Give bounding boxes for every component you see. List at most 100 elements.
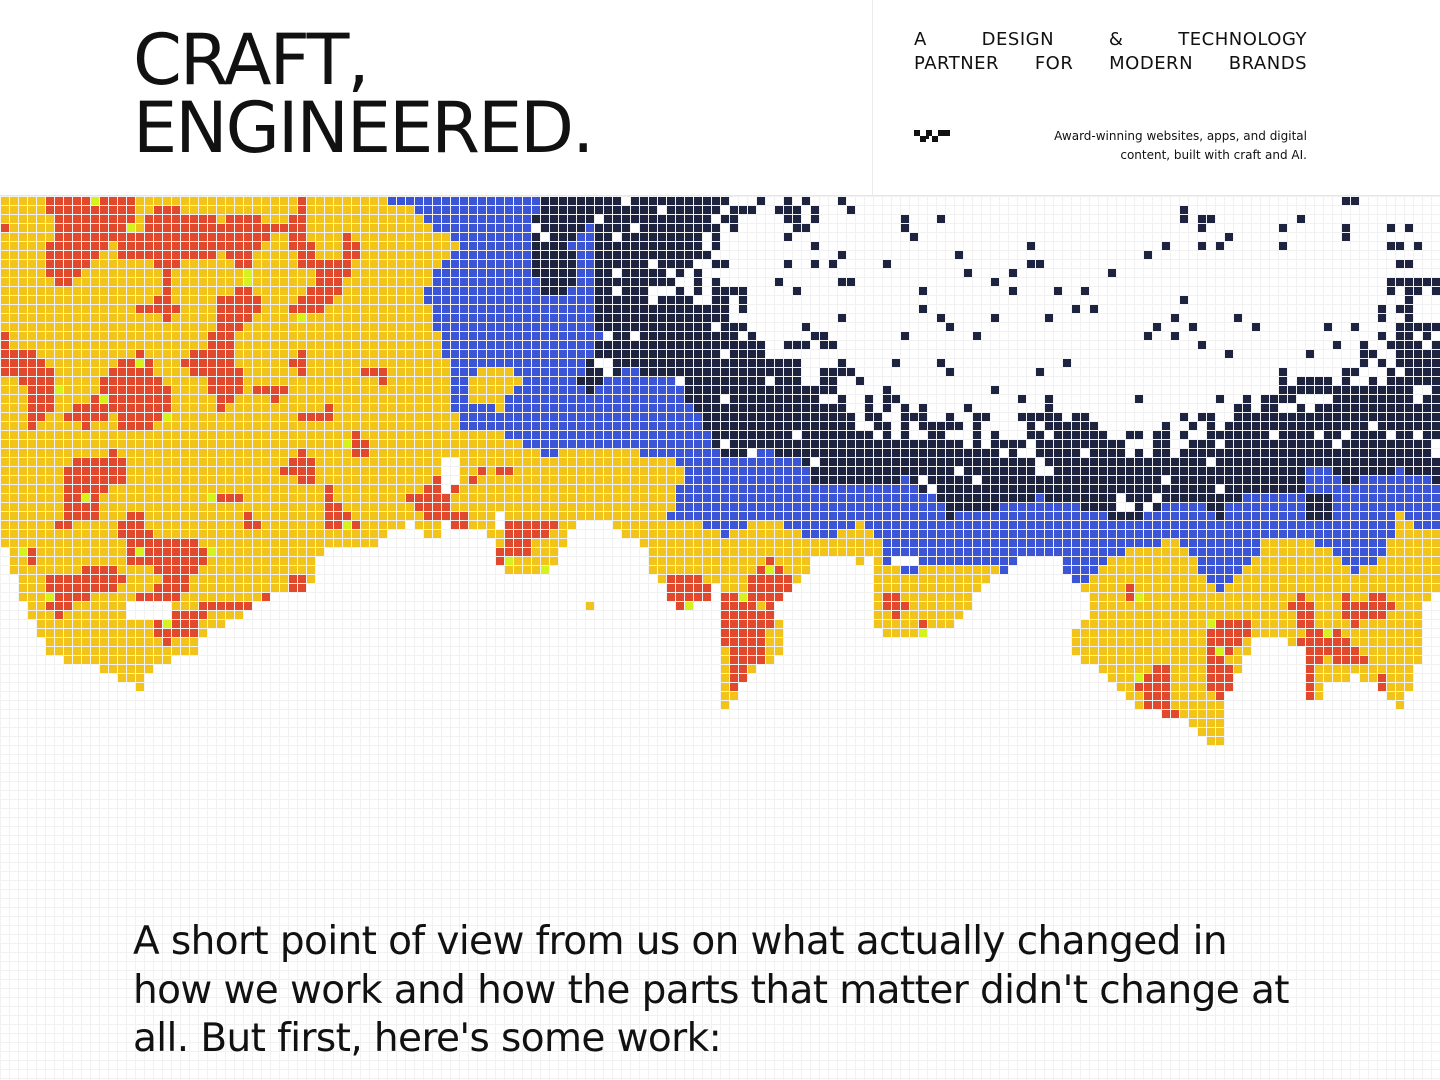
pixel <box>1405 395 1413 403</box>
pixel <box>298 440 306 448</box>
pixel <box>1351 458 1359 466</box>
pixel <box>289 278 297 286</box>
pixel <box>550 494 558 502</box>
pixel <box>1045 494 1053 502</box>
pixel <box>172 323 180 331</box>
pixel <box>316 332 324 340</box>
pixel <box>1396 503 1404 511</box>
pixel <box>460 521 468 529</box>
pixel <box>28 440 36 448</box>
pixel <box>1387 278 1395 286</box>
pixel <box>1432 530 1440 538</box>
pixel <box>1324 440 1332 448</box>
pixel <box>136 287 144 295</box>
pixel <box>1432 413 1440 421</box>
pixel <box>460 494 468 502</box>
pixel <box>289 359 297 367</box>
pixel <box>46 503 54 511</box>
pixel <box>1351 386 1359 394</box>
pixel <box>442 449 450 457</box>
pixel <box>1324 413 1332 421</box>
pixel <box>577 341 585 349</box>
pixel <box>667 332 675 340</box>
pixel <box>1243 575 1251 583</box>
pixel <box>532 503 540 511</box>
pixel <box>946 530 954 538</box>
pixel <box>55 458 63 466</box>
pixel <box>1198 467 1206 475</box>
pixel <box>10 332 18 340</box>
pixel <box>1135 566 1143 574</box>
pixel <box>1324 431 1332 439</box>
pixel <box>397 467 405 475</box>
pixel <box>271 467 279 475</box>
pixel <box>550 377 558 385</box>
pixel <box>289 503 297 511</box>
pixel <box>1324 512 1332 520</box>
pixel <box>955 476 963 484</box>
pixel <box>334 296 342 304</box>
pixel <box>55 548 63 556</box>
pixel <box>1 269 9 277</box>
pixel <box>1153 476 1161 484</box>
pixel <box>865 431 873 439</box>
pixel <box>658 494 666 502</box>
pixel <box>1243 458 1251 466</box>
pixel <box>550 386 558 394</box>
pixel <box>577 332 585 340</box>
pixel <box>622 224 630 232</box>
pixel <box>370 458 378 466</box>
pixel <box>829 521 837 529</box>
pixel <box>550 278 558 286</box>
pixel <box>1288 503 1296 511</box>
pixel <box>1387 395 1395 403</box>
pixel <box>271 215 279 223</box>
pixel <box>505 305 513 313</box>
pixel <box>145 332 153 340</box>
pixel <box>208 224 216 232</box>
pixel <box>460 395 468 403</box>
pixel <box>370 341 378 349</box>
pixel <box>667 368 675 376</box>
pixel <box>181 467 189 475</box>
pixel <box>604 296 612 304</box>
pixel <box>865 521 873 529</box>
pixel <box>100 197 108 205</box>
pixel <box>874 467 882 475</box>
pixel <box>1369 440 1377 448</box>
pixel <box>757 404 765 412</box>
pixel <box>1333 494 1341 502</box>
pixel <box>1252 431 1260 439</box>
pixel <box>1252 521 1260 529</box>
pixel <box>1315 404 1323 412</box>
pixel <box>541 422 549 430</box>
pixel <box>784 422 792 430</box>
pixel <box>208 215 216 223</box>
pixel <box>1072 494 1080 502</box>
pixel <box>1369 404 1377 412</box>
pixel <box>1099 494 1107 502</box>
pixel <box>478 341 486 349</box>
pixel <box>370 350 378 358</box>
pixel <box>721 530 729 538</box>
pixel <box>136 359 144 367</box>
pixel <box>505 503 513 511</box>
pixel <box>451 260 459 268</box>
pixel <box>352 476 360 484</box>
pixel <box>631 404 639 412</box>
pixel <box>46 251 54 259</box>
pixel <box>667 503 675 511</box>
pixel <box>406 449 414 457</box>
pixel <box>847 494 855 502</box>
pixel <box>1081 467 1089 475</box>
pixel <box>352 503 360 511</box>
pixel <box>667 224 675 232</box>
pixel <box>1072 476 1080 484</box>
pixel <box>280 260 288 268</box>
pixel <box>775 422 783 430</box>
pixel <box>604 350 612 358</box>
pixel <box>1351 422 1359 430</box>
pixel <box>307 359 315 367</box>
pixel <box>82 206 90 214</box>
pixel <box>1414 467 1422 475</box>
